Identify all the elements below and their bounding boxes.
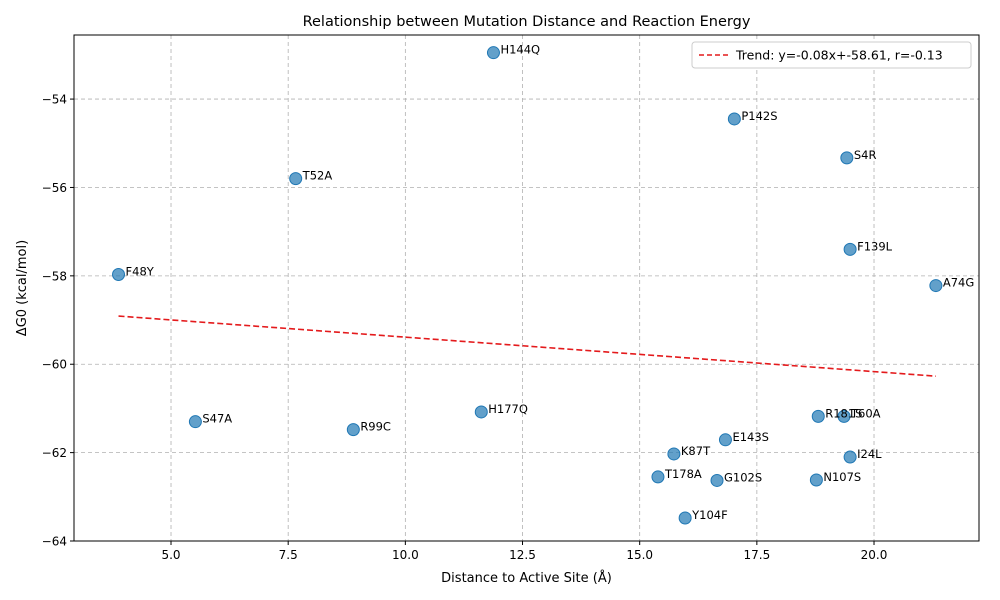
data-point <box>346 423 360 437</box>
legend-box <box>691 41 972 69</box>
x-axis-label: Distance to Active Site (Å) <box>441 570 612 586</box>
data-point <box>843 242 857 256</box>
y-tick-label: −62 <box>42 446 67 460</box>
point-label: N107S <box>823 470 861 484</box>
data-point <box>188 415 202 429</box>
point-label: R181S <box>825 406 862 420</box>
point-label: T52A <box>302 169 333 183</box>
x-tick-label: 12.5 <box>509 548 536 562</box>
point-label: H177Q <box>488 402 528 416</box>
x-tick-label: 10.0 <box>392 548 419 562</box>
point-label: T60A <box>850 406 881 420</box>
points-layer <box>112 46 943 525</box>
data-point <box>727 112 741 126</box>
x-tick-label: 5.0 <box>161 548 180 562</box>
point-label: S47A <box>202 412 232 426</box>
point-label: F48Y <box>126 265 155 279</box>
point-labels-layer: H144Q P142S S4R T52A F139L F48Y A74G H177Q S47A R… <box>126 43 975 522</box>
y-tick-label: −60 <box>42 358 67 372</box>
data-point <box>710 473 724 487</box>
data-point <box>811 409 825 423</box>
point-label: H144Q <box>500 43 540 57</box>
y-axis-label: ΔG0 (kcal/mol) <box>15 240 30 336</box>
plot-frame <box>73 34 980 542</box>
data-point <box>837 409 851 423</box>
trend-layer <box>118 315 936 377</box>
data-point <box>843 450 857 464</box>
point-label: I24L <box>857 447 882 461</box>
data-point <box>474 405 488 419</box>
data-point <box>651 470 665 484</box>
point-label: K87T <box>681 444 711 458</box>
x-tick-label: 15.0 <box>626 548 653 562</box>
x-tick-label: 7.5 <box>279 548 298 562</box>
data-point <box>289 172 303 186</box>
point-label: P142S <box>741 109 777 123</box>
ticks-layer: 5.0 7.5 10.0 12.5 15.0 17.5 20.0 −64 −62 −60 −58 −5… <box>42 93 888 562</box>
data-point <box>486 46 500 60</box>
point-label: A74G <box>943 276 974 290</box>
y-tick-label: −58 <box>42 269 67 283</box>
point-label: T178A <box>664 467 702 481</box>
point-label: E143S <box>732 430 769 444</box>
point-label: R99C <box>360 420 391 434</box>
data-point <box>678 511 692 525</box>
point-label: Y104F <box>691 508 728 522</box>
chart-title: Relationship between Mutation Distance a… <box>303 14 751 30</box>
x-tick-label: 17.5 <box>743 548 770 562</box>
legend: Trend: y=-0.08x+-58.61, r=-0.13 <box>691 41 972 69</box>
legend-trend-label: Trend: y=-0.08x+-58.61, r=-0.13 <box>735 48 943 63</box>
data-point <box>718 433 732 447</box>
point-label: F139L <box>857 239 893 253</box>
x-tick-label: 20.0 <box>861 548 888 562</box>
y-tick-label: −56 <box>42 181 67 195</box>
data-point <box>809 473 823 487</box>
data-point <box>929 279 943 293</box>
point-label: G102S <box>724 470 762 484</box>
data-point <box>840 151 854 165</box>
point-label: S4R <box>854 148 877 162</box>
data-point <box>667 447 681 461</box>
grid <box>74 35 979 542</box>
trend-line <box>118 315 936 377</box>
y-tick-label: −64 <box>42 535 67 549</box>
y-tick-label: −54 <box>42 93 67 107</box>
data-point <box>112 268 126 282</box>
